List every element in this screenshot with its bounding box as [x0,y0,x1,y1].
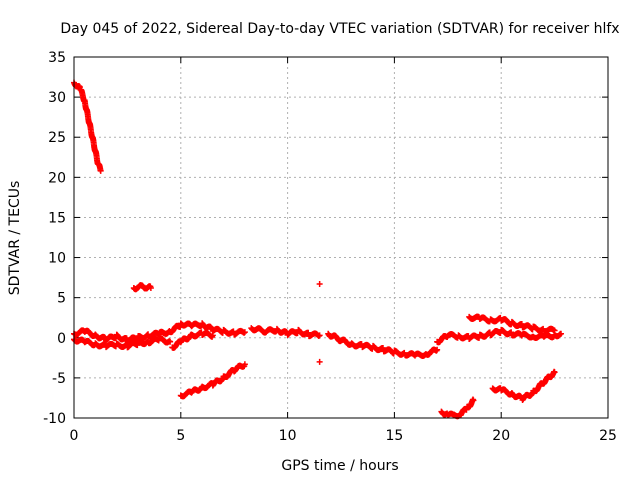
x-tick-label: 15 [385,428,403,444]
series-isolated [316,281,323,365]
series-late-rise [489,368,558,404]
y-tick-label: 35 [48,50,66,66]
y-tick-label: 20 [48,170,66,186]
data-point [316,332,323,339]
series-negative-rise [177,361,248,400]
data-point [316,281,323,288]
chart-title: Day 045 of 2022, Sidereal Day-to-day VTE… [60,21,619,37]
series-baseline-late-3 [434,326,565,346]
y-axis-label: SDTVAR / TECUs [7,181,23,296]
y-tick-label: -5 [52,371,66,387]
data-point [97,167,104,174]
y-tick-label: 25 [48,130,66,146]
data-point [551,369,558,376]
series-baseline-late-2 [325,330,441,359]
x-tick-label: 20 [492,428,510,444]
y-tick-label: 10 [48,251,66,267]
data-point [558,330,565,337]
grid [74,57,608,418]
series-baseline-late [248,325,323,340]
series-descent [71,79,104,174]
series-baseline-early [71,321,184,345]
y-tick-label: 30 [48,90,66,106]
x-tick-label: 0 [70,428,79,444]
series-baseline-mid-lower [169,329,216,351]
x-tick-label: 10 [279,428,297,444]
series-upper-arc [466,313,558,335]
x-tick-label: 25 [599,428,617,444]
x-tick-label: 5 [176,428,185,444]
data-point [470,397,477,404]
data-point [147,285,154,292]
y-tick-label: 0 [57,331,66,347]
data-point [209,332,216,339]
data-point [167,338,174,345]
data-point [551,327,558,334]
data-point [434,346,441,353]
data-point [316,358,323,365]
y-tick-label: 15 [48,210,66,226]
y-tick-label: -10 [43,411,66,427]
data-point [241,329,248,336]
series-baseline-lower [71,335,174,351]
y-tick-label: 5 [57,291,66,307]
series-bump [130,282,154,293]
x-axis-label: GPS time / hours [281,458,398,474]
plot-frame [73,56,609,419]
data-points [71,79,565,420]
data-point [241,361,248,368]
series-deep-trough [438,396,477,420]
series-baseline-mid [177,320,248,338]
axis-ticks: 0 5 10 15 20 25 -10 -5 0 5 10 15 20 25 30 35 [43,50,617,444]
